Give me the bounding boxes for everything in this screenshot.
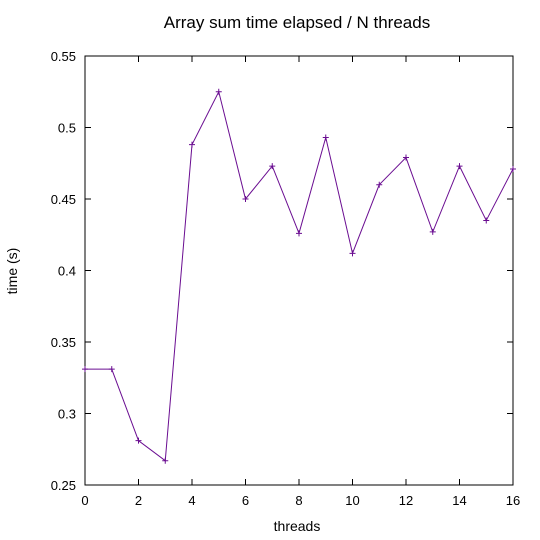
data-point-marker	[403, 154, 409, 161]
chart-title: Array sum time elapsed / N threads	[164, 13, 430, 32]
data-point-marker	[189, 141, 195, 148]
data-point-marker	[349, 250, 356, 257]
y-tick-label: 0.25	[51, 478, 76, 493]
x-tick-label: 8	[295, 493, 302, 508]
data-point-marker	[215, 88, 222, 95]
data-point-marker	[135, 437, 142, 444]
data-point-marker	[242, 196, 249, 202]
data-point-marker	[483, 217, 490, 224]
x-axis: 0 2 4 6 8 10 12 14 16	[81, 56, 520, 508]
y-tick-label: 0.5	[58, 121, 76, 136]
x-tick-label: 2	[135, 493, 142, 508]
x-tick-label: 10	[345, 493, 359, 508]
y-tick-label: 0.3	[58, 407, 76, 422]
y-tick-label: 0.35	[51, 335, 76, 350]
series-line	[85, 90, 514, 462]
data-point-marker	[82, 366, 88, 373]
data-point-marker	[322, 134, 329, 141]
x-tick-label: 12	[399, 493, 413, 508]
data-point-marker	[510, 165, 516, 172]
x-tick-label: 14	[452, 493, 466, 508]
y-tick-label: 0.45	[51, 192, 76, 207]
data-point-marker	[456, 163, 463, 170]
x-tick-label: 6	[242, 493, 249, 508]
y-tick-label: 0.4	[58, 264, 76, 279]
x-tick-label: 16	[506, 493, 520, 508]
x-axis-title: threads	[274, 518, 321, 534]
data-point-marker	[108, 366, 115, 373]
x-tick-label: 0	[81, 493, 88, 508]
data-point-marker	[296, 230, 302, 237]
y-tick-label: 0.55	[51, 49, 76, 64]
data-point-marker	[376, 181, 383, 188]
data-point-marker	[162, 457, 169, 464]
x-tick-label: 4	[188, 493, 195, 508]
y-axis: 0.25 0.3 0.35 0.4 0.45 0.5 0.55	[51, 49, 513, 493]
data-point-marker	[269, 163, 276, 170]
plot-frame	[84, 55, 514, 486]
y-axis-title: time (s)	[4, 248, 20, 295]
data-point-marker	[429, 228, 436, 235]
series-markers	[82, 88, 516, 464]
